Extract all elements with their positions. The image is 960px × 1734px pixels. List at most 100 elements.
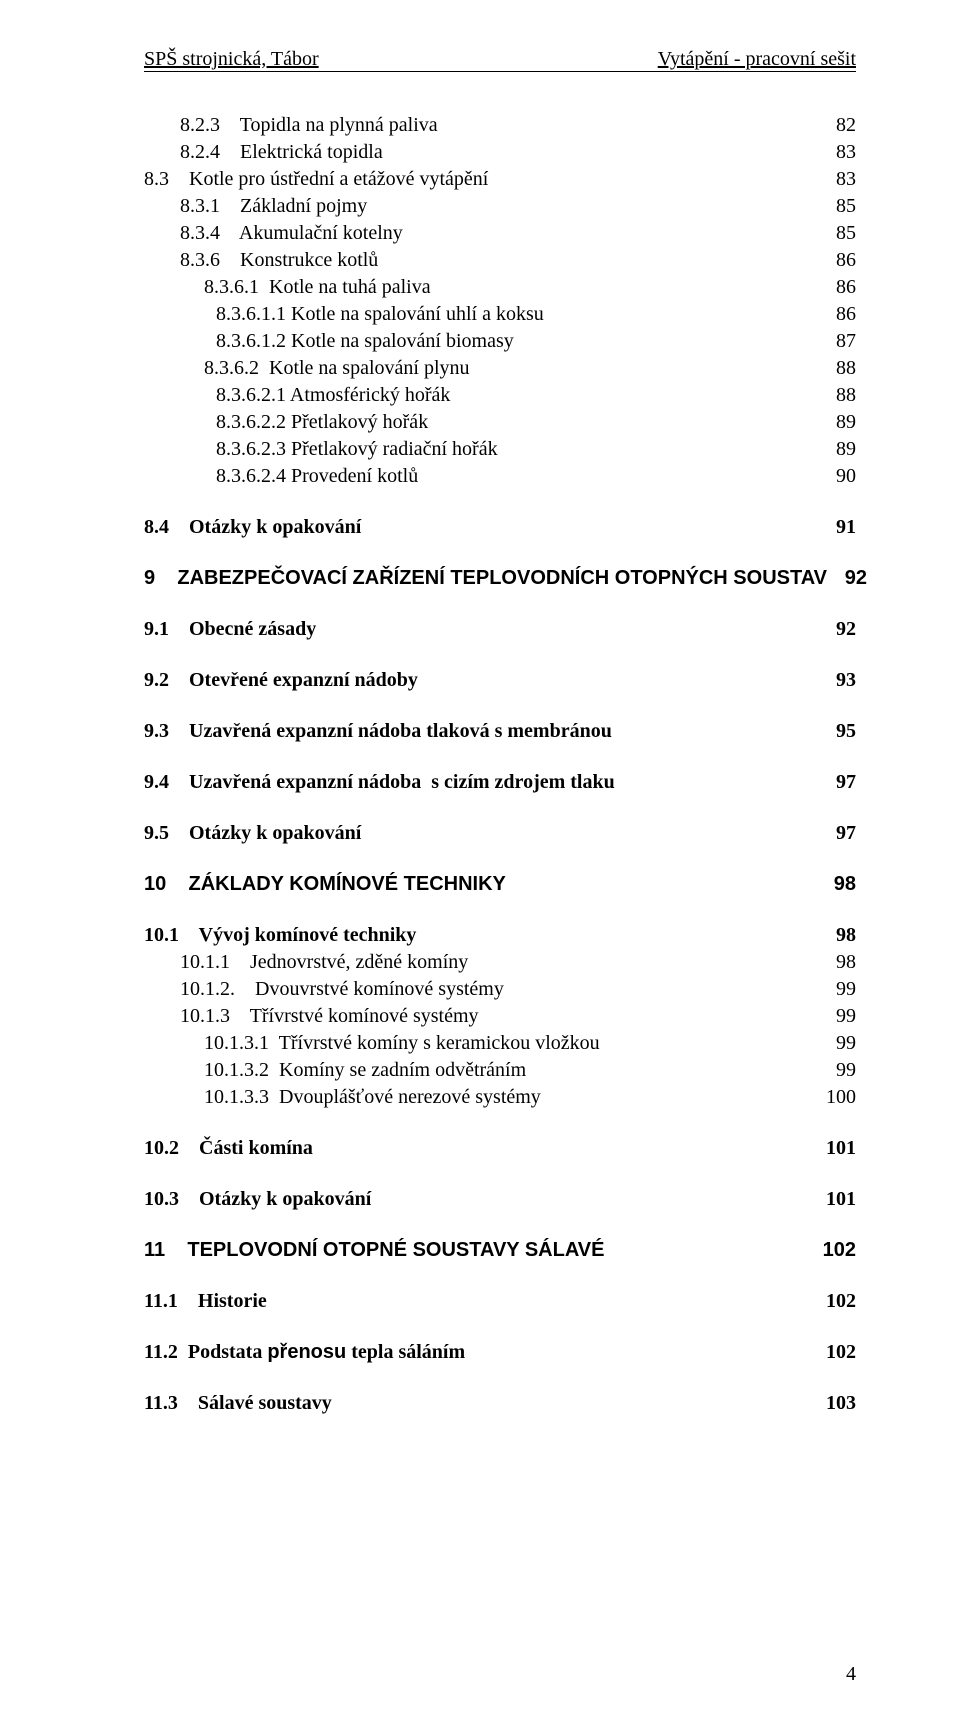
toc-page: 98	[816, 922, 856, 949]
toc-page: 102	[816, 1237, 856, 1264]
header-right: Vytápění - pracovní sešit	[658, 48, 856, 71]
toc-label: 8.3.6.2 Kotle na spalování plynu	[204, 355, 816, 382]
toc-gap	[144, 1264, 856, 1288]
toc-gap	[144, 1366, 856, 1390]
toc-page: 99	[816, 1057, 856, 1084]
toc-label: 11.1 Historie	[144, 1288, 816, 1315]
toc-line: 10.1.3.3 Dvouplášťové nerezové systémy10…	[144, 1084, 856, 1111]
toc-line: 8.3.6.2.2 Přetlakový hořák89	[144, 409, 856, 436]
toc-line: 8.3.6.1 Kotle na tuhá paliva86	[144, 274, 856, 301]
toc-page: 89	[816, 436, 856, 463]
toc-label: 10 ZÁKLADY KOMÍNOVÉ TECHNIKY	[144, 871, 816, 898]
toc-line: 11.1 Historie102	[144, 1288, 856, 1315]
toc-label: 9.2 Otevřené expanzní nádoby	[144, 667, 816, 694]
toc-line: 9.4 Uzavřená expanzní nádoba s cizím zdr…	[144, 769, 856, 796]
toc-page: 87	[816, 328, 856, 355]
toc-page: 90	[816, 463, 856, 490]
toc-label: 8.3.6.1.2 Kotle na spalování biomasy	[216, 328, 816, 355]
toc-line: 8.2.3 Topidla na plynná paliva82	[144, 112, 856, 139]
toc-page: 97	[816, 769, 856, 796]
toc-page: 89	[816, 409, 856, 436]
toc-label: 8.3.6.2.2 Přetlakový hořák	[216, 409, 816, 436]
toc-label: 8.3.6.1.1 Kotle na spalování uhlí a koks…	[216, 301, 816, 328]
toc-label: 10.1 Vývoj komínové techniky	[144, 922, 816, 949]
toc-line: 8.3.6.2.3 Přetlakový radiační hořák89	[144, 436, 856, 463]
toc-line: 8.3 Kotle pro ústřední a etážové vytápěn…	[144, 166, 856, 193]
toc-gap	[144, 643, 856, 667]
toc-gap	[144, 1213, 856, 1237]
toc-page: 103	[816, 1390, 856, 1417]
toc-label: 11 TEPLOVODNÍ OTOPNÉ SOUSTAVY SÁLAVÉ	[144, 1237, 816, 1264]
toc-page: 82	[816, 112, 856, 139]
toc-page: 88	[816, 355, 856, 382]
toc-gap	[144, 490, 856, 514]
toc-page: 98	[816, 871, 856, 898]
toc-line: 9.1 Obecné zásady92	[144, 616, 856, 643]
toc-page: 102	[816, 1288, 856, 1315]
toc-line: 10.1 Vývoj komínové techniky98	[144, 922, 856, 949]
toc-page: 86	[816, 301, 856, 328]
toc-line: 8.4 Otázky k opakování91	[144, 514, 856, 541]
toc-label: 9.3 Uzavřená expanzní nádoba tlaková s m…	[144, 718, 816, 745]
toc-label: 10.3 Otázky k opakování	[144, 1186, 816, 1213]
toc-page: 100	[816, 1084, 856, 1111]
toc-page: 99	[816, 1003, 856, 1030]
toc-line: 8.3.6.1.1 Kotle na spalování uhlí a koks…	[144, 301, 856, 328]
toc-line: 9.3 Uzavřená expanzní nádoba tlaková s m…	[144, 718, 856, 745]
toc-label: 9.1 Obecné zásady	[144, 616, 816, 643]
toc-line: 10.1.3.1 Třívrstvé komíny s keramickou v…	[144, 1030, 856, 1057]
toc-label: 8.3.6.2.1 Atmosférický hořák	[216, 382, 816, 409]
toc-page: 86	[816, 274, 856, 301]
toc-gap	[144, 898, 856, 922]
toc-label: 8.2.4 Elektrická topidla	[180, 139, 816, 166]
toc-gap	[144, 1162, 856, 1186]
toc-page: 102	[816, 1339, 856, 1366]
toc-label: 8.3.4 Akumulační kotelny	[180, 220, 816, 247]
toc-page: 91	[816, 514, 856, 541]
toc-page: 86	[816, 247, 856, 274]
toc-line: 8.3.6.2.4 Provedení kotlů90	[144, 463, 856, 490]
toc-line: 8.3.4 Akumulační kotelny85	[144, 220, 856, 247]
toc-page: 83	[816, 139, 856, 166]
toc-page: 95	[816, 718, 856, 745]
toc-label: 10.1.3 Třívrstvé komínové systémy	[180, 1003, 816, 1030]
toc-label: 8.3 Kotle pro ústřední a etážové vytápěn…	[144, 166, 816, 193]
toc-gap	[144, 694, 856, 718]
toc-line: 8.2.4 Elektrická topidla83	[144, 139, 856, 166]
toc-gap	[144, 796, 856, 820]
toc-line: 10 ZÁKLADY KOMÍNOVÉ TECHNIKY98	[144, 871, 856, 898]
page-header: SPŠ strojnická, Tábor Vytápění - pracovn…	[144, 48, 856, 72]
toc-line: 9.5 Otázky k opakování97	[144, 820, 856, 847]
toc-label: 8.3.6.1 Kotle na tuhá paliva	[204, 274, 816, 301]
toc-page: 88	[816, 382, 856, 409]
toc-line: 10.3 Otázky k opakování101	[144, 1186, 856, 1213]
toc-line: 9 ZABEZPEČOVACÍ ZAŘÍZENÍ TEPLOVODNÍCH OT…	[144, 565, 856, 592]
toc-gap	[144, 847, 856, 871]
toc-line: 11.2 Podstata přenosu tepla sáláním102	[144, 1339, 856, 1366]
toc-page: 83	[816, 166, 856, 193]
toc-label: 10.1.3.2 Komíny se zadním odvětráním	[204, 1057, 816, 1084]
toc-line: 8.3.6.2 Kotle na spalování plynu88	[144, 355, 856, 382]
table-of-contents: 8.2.3 Topidla na plynná paliva828.2.4 El…	[144, 112, 856, 1417]
toc-line: 11.3 Sálavé soustavy103	[144, 1390, 856, 1417]
header-left: SPŠ strojnická, Tábor	[144, 48, 319, 71]
toc-label: 10.1.1 Jednovrstvé, zděné komíny	[180, 949, 816, 976]
toc-label: 8.3.1 Základní pojmy	[180, 193, 816, 220]
toc-label: 8.3.6.2.3 Přetlakový radiační hořák	[216, 436, 816, 463]
toc-label: 11.3 Sálavé soustavy	[144, 1390, 816, 1417]
toc-label: 8.3.6 Konstrukce kotlů	[180, 247, 816, 274]
page-number: 4	[846, 1663, 856, 1686]
toc-line: 8.3.1 Základní pojmy85	[144, 193, 856, 220]
toc-label: 10.1.3.1 Třívrstvé komíny s keramickou v…	[204, 1030, 816, 1057]
toc-page: 101	[816, 1135, 856, 1162]
toc-label: 8.2.3 Topidla na plynná paliva	[180, 112, 816, 139]
toc-line: 10.1.1 Jednovrstvé, zděné komíny98	[144, 949, 856, 976]
toc-label-arial-word: přenosu	[267, 1341, 346, 1363]
toc-page: 85	[816, 193, 856, 220]
toc-line: 10.1.3.2 Komíny se zadním odvětráním99	[144, 1057, 856, 1084]
toc-gap	[144, 1111, 856, 1135]
toc-page: 99	[816, 976, 856, 1003]
toc-line: 9.2 Otevřené expanzní nádoby93	[144, 667, 856, 694]
toc-line: 8.3.6 Konstrukce kotlů86	[144, 247, 856, 274]
toc-label: 11.2 Podstata přenosu tepla sáláním	[144, 1339, 816, 1366]
